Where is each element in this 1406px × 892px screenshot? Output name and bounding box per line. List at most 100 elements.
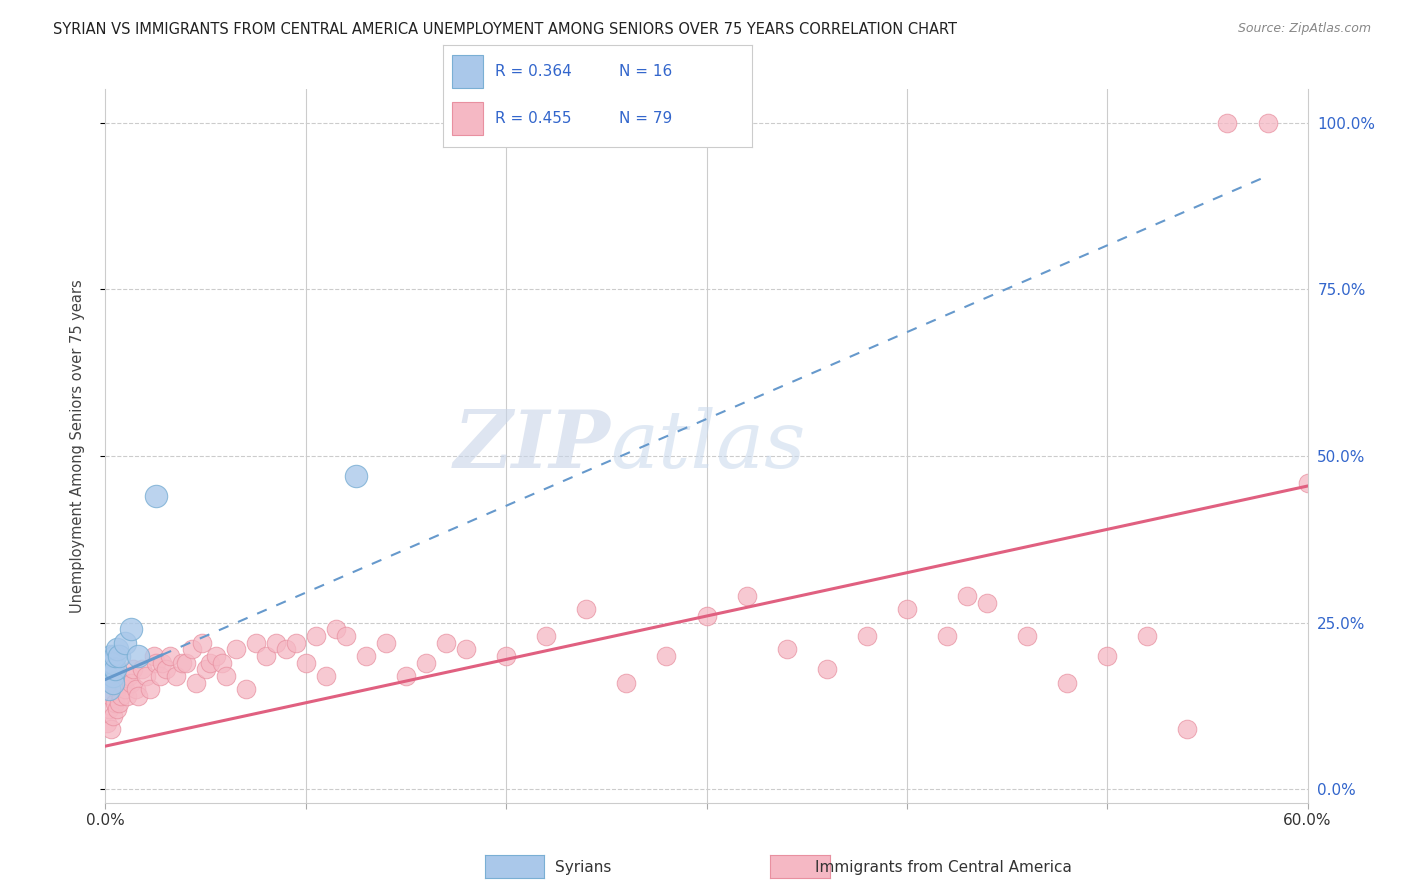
Point — [184, 675, 207, 690]
Point — [117, 689, 139, 703]
Point — [100, 656, 122, 670]
Point — [211, 656, 233, 670]
Point — [735, 589, 758, 603]
Point — [1097, 649, 1119, 664]
Point — [896, 602, 918, 616]
Point — [100, 723, 122, 737]
Text: Syrians: Syrians — [555, 860, 612, 874]
Point — [1136, 629, 1159, 643]
Point — [815, 662, 838, 676]
Text: R = 0.364: R = 0.364 — [495, 63, 572, 78]
Point — [108, 696, 131, 710]
Point — [284, 636, 307, 650]
Point — [325, 623, 347, 637]
Point — [315, 669, 337, 683]
Point — [190, 636, 212, 650]
Point — [135, 669, 157, 683]
Point — [495, 649, 517, 664]
Point — [104, 675, 127, 690]
Point — [1216, 115, 1239, 129]
Point — [434, 636, 457, 650]
Point — [159, 649, 181, 664]
Text: R = 0.455: R = 0.455 — [495, 111, 572, 126]
Point — [148, 669, 170, 683]
Point — [104, 649, 127, 664]
Point — [112, 675, 135, 690]
Point — [107, 642, 129, 657]
Point — [122, 662, 145, 676]
Point — [696, 609, 718, 624]
Point — [198, 656, 221, 670]
Point — [776, 642, 799, 657]
Point — [100, 649, 122, 664]
Point — [245, 636, 267, 650]
Point — [180, 642, 202, 657]
Point — [121, 623, 143, 637]
Point — [976, 596, 998, 610]
Point — [575, 602, 598, 616]
Point — [150, 656, 173, 670]
Point — [103, 656, 125, 670]
Point — [155, 662, 177, 676]
Point — [118, 669, 141, 683]
Point — [114, 636, 136, 650]
Point — [103, 669, 125, 683]
Text: atlas: atlas — [610, 408, 806, 484]
Point — [936, 629, 959, 643]
Point — [305, 629, 328, 643]
Point — [145, 489, 167, 503]
Point — [534, 629, 557, 643]
Point — [855, 629, 877, 643]
Point — [107, 682, 129, 697]
Point — [104, 696, 127, 710]
Point — [138, 682, 160, 697]
Point — [121, 675, 143, 690]
Y-axis label: Unemployment Among Seniors over 75 years: Unemployment Among Seniors over 75 years — [70, 279, 84, 613]
Point — [98, 702, 121, 716]
Point — [114, 682, 136, 697]
Point — [194, 662, 217, 676]
Point — [616, 675, 638, 690]
Point — [1296, 475, 1319, 490]
Text: N = 16: N = 16 — [619, 63, 672, 78]
Point — [108, 649, 131, 664]
Point — [274, 642, 297, 657]
Point — [110, 689, 132, 703]
Point — [956, 589, 979, 603]
Point — [96, 669, 118, 683]
Point — [104, 662, 127, 676]
Point — [254, 649, 277, 664]
Bar — [453, 102, 484, 135]
Point — [1257, 115, 1279, 129]
Point — [170, 656, 193, 670]
Point — [204, 649, 226, 664]
Point — [145, 656, 167, 670]
Point — [174, 656, 197, 670]
Point — [335, 629, 357, 643]
Point — [235, 682, 257, 697]
Text: Source: ZipAtlas.com: Source: ZipAtlas.com — [1237, 22, 1371, 36]
Point — [264, 636, 287, 650]
Point — [127, 689, 149, 703]
Bar — [453, 55, 484, 87]
Point — [415, 656, 437, 670]
Point — [374, 636, 398, 650]
Point — [1017, 629, 1039, 643]
Point — [142, 649, 165, 664]
Point — [124, 682, 146, 697]
Point — [655, 649, 678, 664]
Point — [1056, 675, 1078, 690]
Point — [214, 669, 236, 683]
Text: SYRIAN VS IMMIGRANTS FROM CENTRAL AMERICA UNEMPLOYMENT AMONG SENIORS OVER 75 YEA: SYRIAN VS IMMIGRANTS FROM CENTRAL AMERIC… — [53, 22, 957, 37]
Point — [131, 662, 153, 676]
Point — [395, 669, 418, 683]
Point — [354, 649, 377, 664]
Point — [103, 675, 125, 690]
Point — [98, 682, 121, 697]
Point — [100, 689, 122, 703]
Point — [225, 642, 247, 657]
Text: Immigrants from Central America: Immigrants from Central America — [815, 860, 1073, 874]
Text: ZIP: ZIP — [454, 408, 610, 484]
Text: N = 79: N = 79 — [619, 111, 672, 126]
Point — [344, 469, 367, 483]
